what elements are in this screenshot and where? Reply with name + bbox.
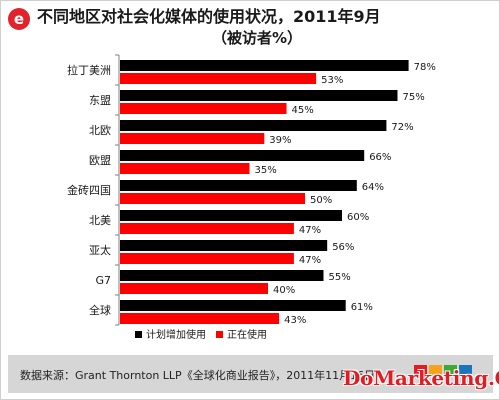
bar-plan-increase: [120, 300, 346, 311]
data-label: 50%: [310, 195, 332, 206]
bar-currently-using: [120, 73, 317, 84]
data-label: 64%: [362, 182, 384, 193]
data-label: 72%: [391, 122, 413, 133]
bar-currently-using: [120, 103, 287, 114]
legend-label: 计划增加使用: [146, 328, 206, 341]
bar-plan-increase: [120, 240, 328, 251]
bar-currently-using: [120, 133, 265, 144]
data-label: 75%: [403, 92, 425, 103]
data-label: 35%: [255, 165, 277, 176]
category-label: 金砖四国: [67, 183, 111, 197]
bar-plan-increase: [120, 120, 387, 131]
category-label: 东盟: [89, 94, 111, 107]
data-label: 66%: [369, 152, 391, 163]
bar-plan-increase: [120, 90, 398, 101]
category-label: 北欧: [89, 124, 111, 137]
data-label: 78%: [414, 62, 436, 73]
watermark-block: [429, 365, 442, 377]
bar-currently-using: [120, 223, 294, 234]
legend-swatch: [135, 331, 142, 338]
watermark-block: [459, 365, 472, 377]
category-label: 拉丁美洲: [67, 63, 111, 77]
bar-plan-increase: [120, 60, 409, 71]
watermark: DoMarketing.Org: [343, 366, 499, 390]
e-logo-icon: e: [8, 8, 30, 30]
bar-plan-increase: [120, 210, 342, 221]
data-label: 61%: [351, 302, 373, 313]
legend-label: 正在使用: [227, 328, 267, 341]
data-label: 55%: [329, 272, 351, 283]
data-label: 56%: [332, 242, 354, 253]
data-label: 39%: [269, 135, 291, 146]
bar-currently-using: [120, 313, 280, 324]
data-label: 47%: [299, 255, 321, 266]
category-label: G7: [95, 274, 111, 287]
category-label: 北美: [89, 214, 111, 227]
source-note: 数据来源：Grant Thornton LLP《全球化商业报告》，2011年11…: [20, 369, 376, 382]
bar-plan-increase: [120, 180, 357, 191]
data-label: 53%: [321, 75, 343, 86]
bar-chart: 拉丁美洲 78% 53% 东盟 75% 45% 北欧 72% 39% 欧盟 66% 35% 金砖四国 64…: [67, 54, 436, 341]
watermark-block: [444, 365, 457, 377]
chart-title: 不同地区对社会化媒体的使用状况，2011年9月: [37, 7, 381, 26]
watermark-block: [414, 365, 427, 377]
bar-currently-using: [120, 283, 268, 294]
data-label: 60%: [347, 212, 369, 223]
data-label: 47%: [299, 225, 321, 236]
bar-plan-increase: [120, 270, 324, 281]
category-label: 欧盟: [89, 154, 111, 167]
data-label: 43%: [284, 315, 306, 326]
bar-plan-increase: [120, 150, 365, 161]
data-label: 45%: [292, 105, 314, 116]
source-bar: 数据来源：Grant Thornton LLP《全球化商业报告》，2011年11…: [8, 355, 493, 393]
bar-currently-using: [120, 193, 305, 204]
bar-currently-using: [120, 253, 294, 264]
data-label: 40%: [273, 285, 295, 296]
category-label: 全球: [89, 303, 111, 317]
bar-currently-using: [120, 163, 250, 174]
category-label: 亚太: [89, 244, 111, 257]
chart-subtitle: （被访者%）: [211, 29, 303, 47]
legend-swatch: [216, 331, 223, 338]
